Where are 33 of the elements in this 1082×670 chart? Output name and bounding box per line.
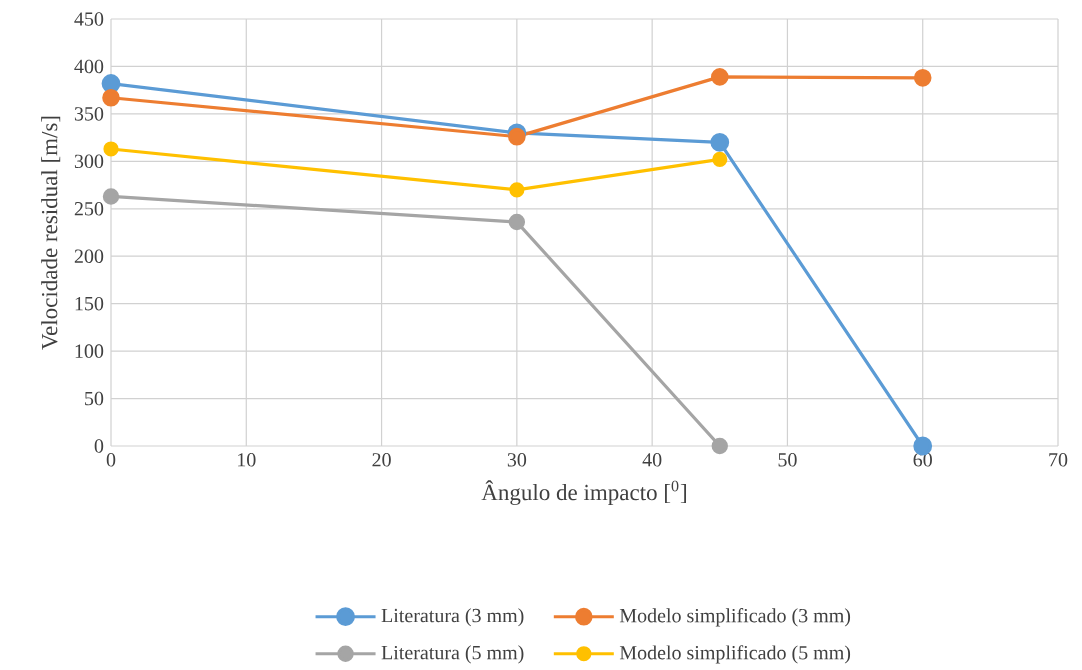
y-tick-label: 250 [74,201,104,216]
x-axis-title: Ângulo de impacto [$^{0}$] [481,480,687,505]
point [509,182,525,198]
point [102,188,120,205]
point [103,141,119,157]
y-tick-label: 450 [74,12,104,26]
x-tick-label: 30 [507,452,527,467]
y-axis-title: Velocidade residual [m/s] [41,116,61,350]
legend-label: Literatura (5 mm) [381,645,524,664]
x-tick-label: 10 [238,452,256,467]
point [710,67,729,86]
y-tick-label: 100 [75,344,104,358]
point [913,68,932,87]
y-tick-label: 350 [74,107,104,121]
x-tick-label: 40 [642,452,662,467]
y-tick-label: 50 [85,391,104,406]
y-tick-label: 150 [75,296,104,311]
legend-label: Modelo simplificado (5 mm) [619,645,851,664]
point [711,437,728,455]
y-tick-label: 400 [74,59,104,74]
x-tick-label: 50 [778,452,797,467]
x-tick-label: 70 [1049,452,1068,467]
point [710,132,730,152]
legend-label: Modelo simplificado (3 mm) [619,607,851,627]
point [712,151,728,167]
y-tick-label: 200 [74,249,104,263]
y-tick-label: 300 [74,154,104,168]
point [102,88,120,107]
y-tick-label: 0 [94,439,104,453]
x-tick-label: 20 [372,452,391,467]
point [508,213,526,231]
x-tick-label: 0 [106,452,116,467]
legend-label: Literatura (3 mm) [381,608,524,627]
